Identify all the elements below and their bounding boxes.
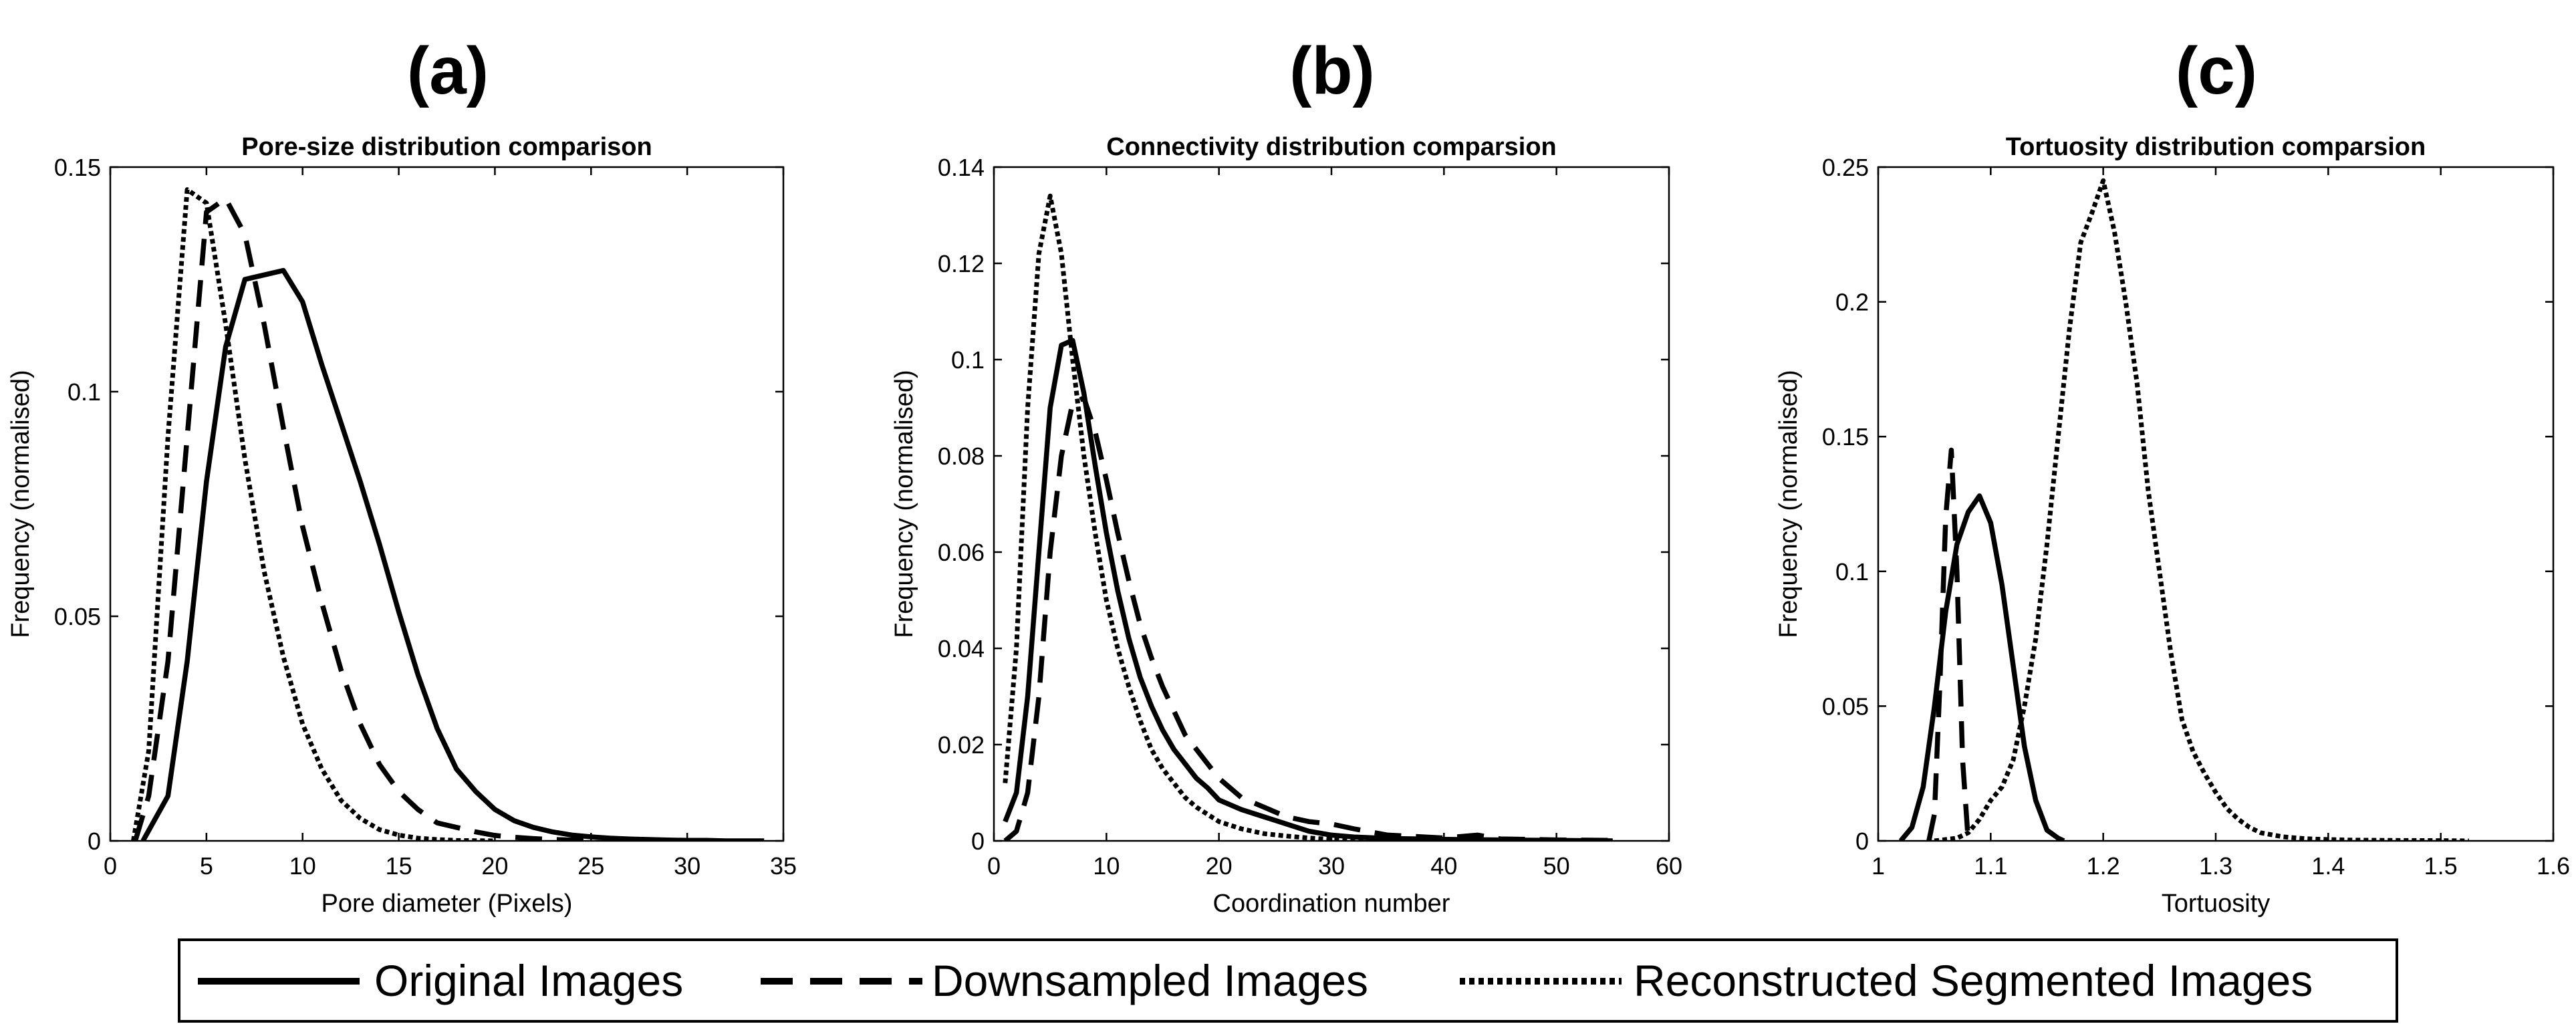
y-tick-label: 0.08	[938, 442, 985, 470]
y-tick-label: 0.06	[938, 539, 985, 566]
x-tick-label: 1.6	[2537, 852, 2570, 880]
y-axis-label: Frequency (normalised)	[7, 370, 35, 638]
x-tick-label: 10	[289, 852, 316, 880]
series-line-downsampled-images	[1003, 395, 1613, 841]
x-tick-label: 20	[1206, 852, 1233, 880]
x-tick-label: 30	[1318, 852, 1345, 880]
plot-area-frame	[1877, 166, 2555, 842]
chart-title: Pore-size distribution comparison	[241, 133, 652, 161]
legend-box	[178, 938, 2398, 1023]
x-tick-label: 0	[104, 852, 117, 880]
legend-label-downsampled: Downsampled Images	[932, 956, 1368, 1005]
x-tick-label: 10	[1093, 852, 1120, 880]
y-axis-label: Frequency (normalised)	[1775, 370, 1803, 638]
y-tick-label: 0.25	[1822, 154, 1869, 181]
y-tick-label: 0	[88, 827, 101, 855]
x-tick-label: 20	[481, 852, 508, 880]
x-tick-label: 30	[674, 852, 700, 880]
x-tick-label: 25	[577, 852, 604, 880]
x-axis-label: Coordination number	[1213, 890, 1450, 918]
x-tick-label: 60	[1656, 852, 1682, 880]
legend-label-original: Original Images	[374, 956, 683, 1005]
series-line-original-images	[1003, 338, 1613, 841]
y-tick-label: 0.05	[1822, 692, 1869, 720]
y-tick-label: 0.15	[1822, 423, 1869, 451]
plot-area-frame	[993, 166, 1670, 842]
y-tick-label: 0.2	[1835, 289, 1869, 316]
x-tick-label: 1	[1872, 852, 1885, 880]
y-tick-label: 0.02	[938, 731, 985, 759]
series-line-original-images	[140, 267, 765, 841]
x-axis-label: Pore diameter (Pixels)	[321, 890, 573, 918]
x-tick-label: 35	[770, 852, 797, 880]
x-tick-label: 1.2	[2087, 852, 2120, 880]
y-tick-label: 0.15	[54, 154, 101, 181]
x-tick-label: 15	[386, 852, 412, 880]
y-tick-label: 0.1	[1835, 558, 1869, 586]
y-tick-label: 0.04	[938, 635, 985, 662]
chart-panel-connectivity: 0 10 20 30 40 50 60 0 0.02 0.04 0.06 0.08 0.1 0.12 0.1…	[890, 133, 1682, 918]
x-axis-label: Tortuosity	[2162, 890, 2271, 918]
legend: Original Images Downsampled Images Recon…	[178, 938, 2398, 1023]
y-tick-label: 0.05	[54, 603, 101, 630]
chart-title: Connectivity distribution comparsion	[1106, 133, 1557, 161]
panel-letter-c: (c)	[2176, 33, 2257, 108]
x-tick-label: 1.4	[2311, 852, 2345, 880]
y-tick-label: 0.1	[951, 346, 985, 374]
series-line-original-images	[1898, 493, 2065, 841]
y-tick-label: 0.1	[68, 378, 101, 406]
series-line-downsampled-images	[1926, 447, 1971, 841]
chart-panel-pore-size: 0 5 10 15 20 25 30 35 0 0.05 0.1 0.15 Pore-size dist…	[7, 133, 797, 918]
legend-label-reconstructed: Reconstructed Segmented Images	[1634, 956, 2313, 1005]
x-tick-label: 1.1	[1974, 852, 2007, 880]
series-line-reconstructed-segmented-images	[1003, 193, 1444, 841]
y-axis-label: Frequency (normalised)	[890, 370, 918, 638]
x-tick-label: 0	[987, 852, 1001, 880]
chart-title: Tortuosity distribution comparsion	[2006, 133, 2426, 161]
y-tick-label: 0	[1855, 827, 1869, 855]
panel-letter-a: (a)	[407, 33, 489, 108]
y-tick-label: 0.14	[938, 154, 985, 181]
x-tick-label: 50	[1543, 852, 1570, 880]
series-line-reconstructed-segmented-images	[1934, 178, 2469, 841]
x-tick-label: 40	[1430, 852, 1457, 880]
y-tick-label: 0.12	[938, 250, 985, 277]
chart-panel-tortuosity: 1 1.1 1.2 1.3 1.4 1.5 1.6 0 0.05 0.1 0.15 0.2 0.25 To…	[1775, 133, 2570, 918]
x-tick-label: 1.3	[2199, 852, 2232, 880]
x-tick-label: 5	[200, 852, 213, 880]
y-tick-label: 0	[971, 827, 985, 855]
panel-letter-b: (b)	[1289, 33, 1375, 108]
x-tick-label: 1.5	[2424, 852, 2458, 880]
series-line-reconstructed-segmented-images	[131, 187, 495, 841]
plot-area-frame	[109, 166, 785, 842]
